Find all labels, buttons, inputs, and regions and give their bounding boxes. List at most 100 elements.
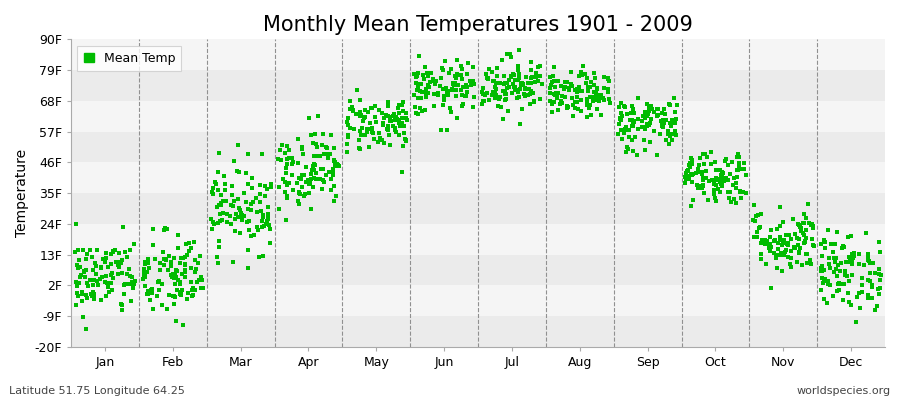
Point (872, 291, 886, 297)
Point (734, 188, 748, 194)
Point (446, 82, 461, 89)
Point (465, 104, 480, 110)
Point (411, 83, 426, 90)
Point (292, 198, 306, 204)
Point (231, 142, 246, 148)
Point (544, 81, 558, 88)
Point (601, 86, 616, 92)
Point (146, 241, 160, 248)
Point (141, 291, 156, 298)
Point (175, 287, 189, 294)
Point (279, 161, 293, 168)
Point (547, 78, 562, 84)
Point (726, 174, 741, 181)
Point (516, 80, 530, 87)
Point (280, 156, 294, 162)
Point (137, 272, 151, 278)
Point (831, 262, 845, 268)
Point (548, 92, 562, 98)
Point (499, 96, 513, 103)
Point (434, 126, 448, 133)
Point (363, 119, 377, 126)
Point (480, 90, 494, 96)
Point (138, 258, 152, 265)
Point (409, 72, 423, 78)
Point (640, 123, 654, 129)
Point (506, 71, 520, 78)
Point (679, 173, 693, 180)
Point (806, 222, 820, 229)
Point (706, 187, 721, 193)
Point (86, 291, 101, 298)
Point (254, 208, 268, 214)
Point (274, 157, 289, 163)
Y-axis label: Temperature: Temperature (15, 149, 29, 237)
Point (532, 95, 546, 102)
Point (193, 252, 207, 259)
Point (778, 232, 793, 238)
Point (367, 136, 382, 142)
Bar (71, 101, 885, 132)
Point (377, 140, 392, 146)
Point (161, 267, 176, 273)
Point (104, 280, 119, 286)
Point (860, 256, 875, 263)
Point (189, 266, 203, 272)
Point (374, 135, 388, 141)
Point (618, 104, 633, 110)
Point (622, 134, 636, 140)
Point (343, 125, 357, 132)
Point (718, 174, 733, 181)
Point (460, 71, 474, 78)
Point (174, 289, 188, 296)
Point (770, 255, 784, 261)
Point (455, 92, 470, 98)
Point (778, 248, 793, 255)
Point (138, 273, 152, 280)
Point (853, 305, 868, 311)
Point (637, 113, 652, 119)
Point (399, 137, 413, 144)
Point (802, 220, 816, 226)
Point (868, 270, 882, 276)
Point (171, 232, 185, 238)
Point (285, 161, 300, 167)
Point (298, 191, 312, 198)
Point (845, 251, 859, 257)
Point (814, 275, 829, 282)
Point (464, 82, 478, 88)
Point (356, 125, 370, 132)
Point (823, 282, 837, 288)
Point (580, 114, 595, 120)
Point (433, 83, 447, 89)
Point (663, 102, 678, 108)
Point (722, 195, 736, 202)
Point (383, 118, 398, 124)
Point (245, 175, 259, 181)
Point (313, 153, 328, 160)
Point (174, 254, 188, 261)
Point (550, 94, 564, 101)
Point (204, 226, 219, 232)
Point (546, 64, 561, 70)
Point (874, 272, 888, 278)
Point (566, 102, 580, 108)
Point (208, 179, 222, 186)
Point (580, 100, 595, 106)
Point (237, 212, 251, 219)
Point (682, 160, 697, 166)
Point (256, 222, 271, 229)
Point (582, 104, 597, 111)
Point (459, 83, 473, 90)
Point (69, 301, 84, 308)
Point (642, 105, 656, 111)
Point (409, 74, 423, 80)
Point (189, 279, 203, 285)
Point (241, 180, 256, 187)
Point (510, 77, 525, 83)
Point (98, 255, 112, 261)
Point (176, 255, 190, 261)
Point (650, 151, 664, 158)
Point (127, 281, 141, 288)
Point (387, 127, 401, 133)
